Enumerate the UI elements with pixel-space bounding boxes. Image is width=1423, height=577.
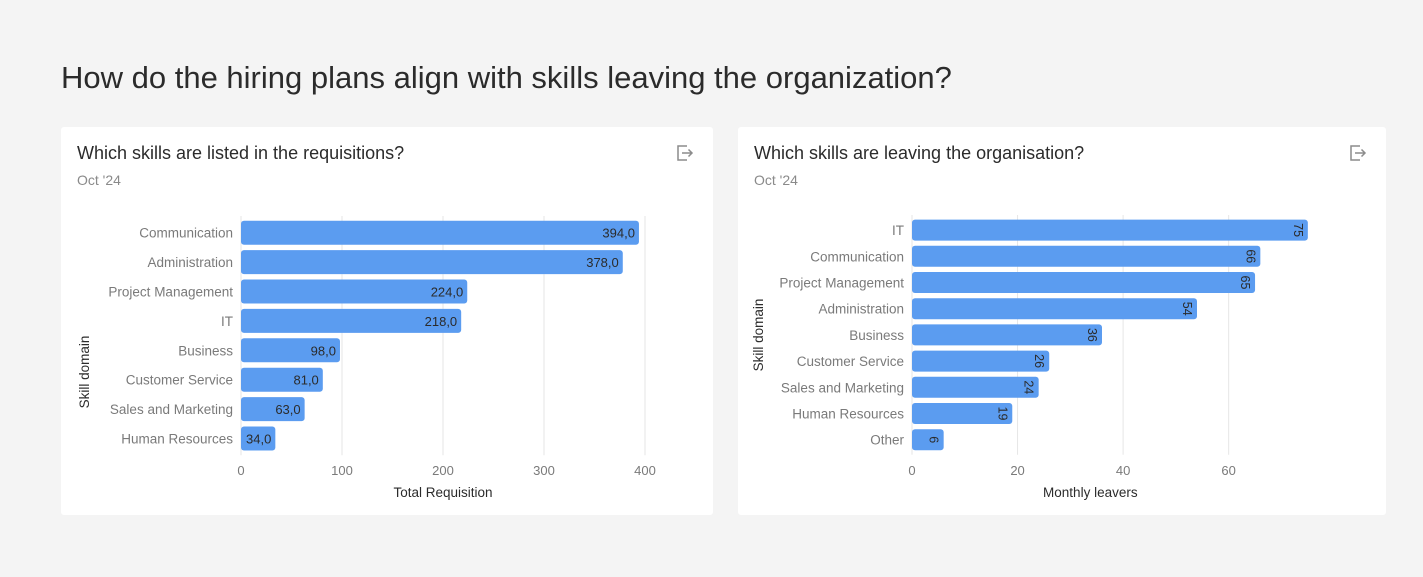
bar [912, 245, 1261, 267]
data-label: 378,0 [586, 255, 619, 270]
y-axis-title: Skill domain [77, 336, 92, 409]
x-tick-label: 100 [331, 463, 353, 478]
category-label: Sales and Marketing [781, 380, 904, 395]
data-label: 394,0 [602, 226, 635, 241]
category-label: Customer Service [797, 354, 904, 369]
x-tick-label: 400 [634, 463, 656, 478]
bar [241, 308, 462, 333]
category-label: Administration [818, 302, 904, 317]
card-title: Which skills are leaving the organisatio… [754, 143, 1085, 163]
data-label: 81,0 [293, 373, 318, 388]
data-label: 75 [1291, 223, 1305, 237]
data-label: 98,0 [311, 343, 336, 358]
x-tick-label: 300 [533, 463, 555, 478]
x-tick-label: 60 [1221, 463, 1235, 478]
category-label: Human Resources [792, 407, 904, 422]
bar [912, 298, 1197, 320]
data-label: 19 [995, 407, 1009, 421]
requisitions-bar-chart: 0 100 200 300 400 Communication 394,0 Administr… [77, 216, 656, 500]
x-tick-label: 200 [432, 463, 454, 478]
category-label: Communication [810, 249, 904, 264]
x-tick-label: 40 [1116, 463, 1130, 478]
bar [912, 219, 1308, 241]
data-label: 224,0 [431, 285, 464, 300]
card-title: Which skills are listed in the requisiti… [77, 143, 405, 163]
x-tick-label: 20 [1010, 463, 1024, 478]
requisitions-chart-card: Which skills are listed in the requisiti… [61, 127, 713, 515]
bar [241, 426, 276, 451]
page-title: How do the hiring plans align with skill… [61, 60, 952, 95]
category-label: Project Management [779, 276, 904, 291]
data-label: 36 [1085, 328, 1099, 342]
x-axis-title: Monthly leavers [1043, 485, 1138, 500]
category-label: Project Management [108, 285, 233, 300]
category-label: Business [178, 343, 233, 358]
data-label: 34,0 [246, 432, 271, 447]
category-label: Customer Service [126, 373, 233, 388]
data-label: 6 [927, 436, 941, 443]
bar [912, 429, 944, 451]
bar [912, 403, 1013, 424]
category-label: IT [892, 223, 904, 238]
bar [241, 279, 468, 304]
category-label: Business [849, 328, 904, 343]
bar [912, 376, 1039, 398]
y-axis-title: Skill domain [751, 299, 766, 372]
data-label: 63,0 [275, 402, 300, 417]
leavers-bar-chart: 0 20 40 60 IT 75 Communication 66 Project Manage… [751, 215, 1308, 500]
bar [912, 350, 1050, 372]
card-subtitle: Oct '24 [754, 172, 798, 188]
bar [241, 250, 623, 275]
category-label: Human Resources [121, 432, 233, 447]
x-tick-label: 0 [237, 463, 244, 478]
bar [912, 324, 1102, 346]
category-label: IT [221, 314, 233, 329]
export-icon[interactable] [676, 144, 694, 162]
card-subtitle: Oct '24 [77, 172, 121, 188]
bar [241, 338, 340, 363]
leavers-chart-card: Which skills are leaving the organisatio… [738, 127, 1386, 515]
category-label: Communication [139, 226, 233, 241]
category-label: Other [870, 433, 904, 448]
x-tick-label: 0 [908, 463, 915, 478]
category-label: Sales and Marketing [110, 402, 233, 417]
bar [241, 397, 305, 422]
data-label: 65 [1238, 276, 1252, 290]
data-label: 218,0 [425, 314, 458, 329]
data-label: 24 [1022, 380, 1036, 394]
category-label: Administration [147, 255, 233, 270]
export-icon[interactable] [1349, 144, 1367, 162]
bar [241, 367, 323, 392]
bar [912, 272, 1256, 293]
bar [241, 220, 639, 245]
data-label: 54 [1180, 302, 1194, 316]
data-label: 26 [1032, 354, 1046, 368]
x-axis-title: Total Requisition [393, 485, 492, 500]
data-label: 66 [1243, 249, 1257, 263]
